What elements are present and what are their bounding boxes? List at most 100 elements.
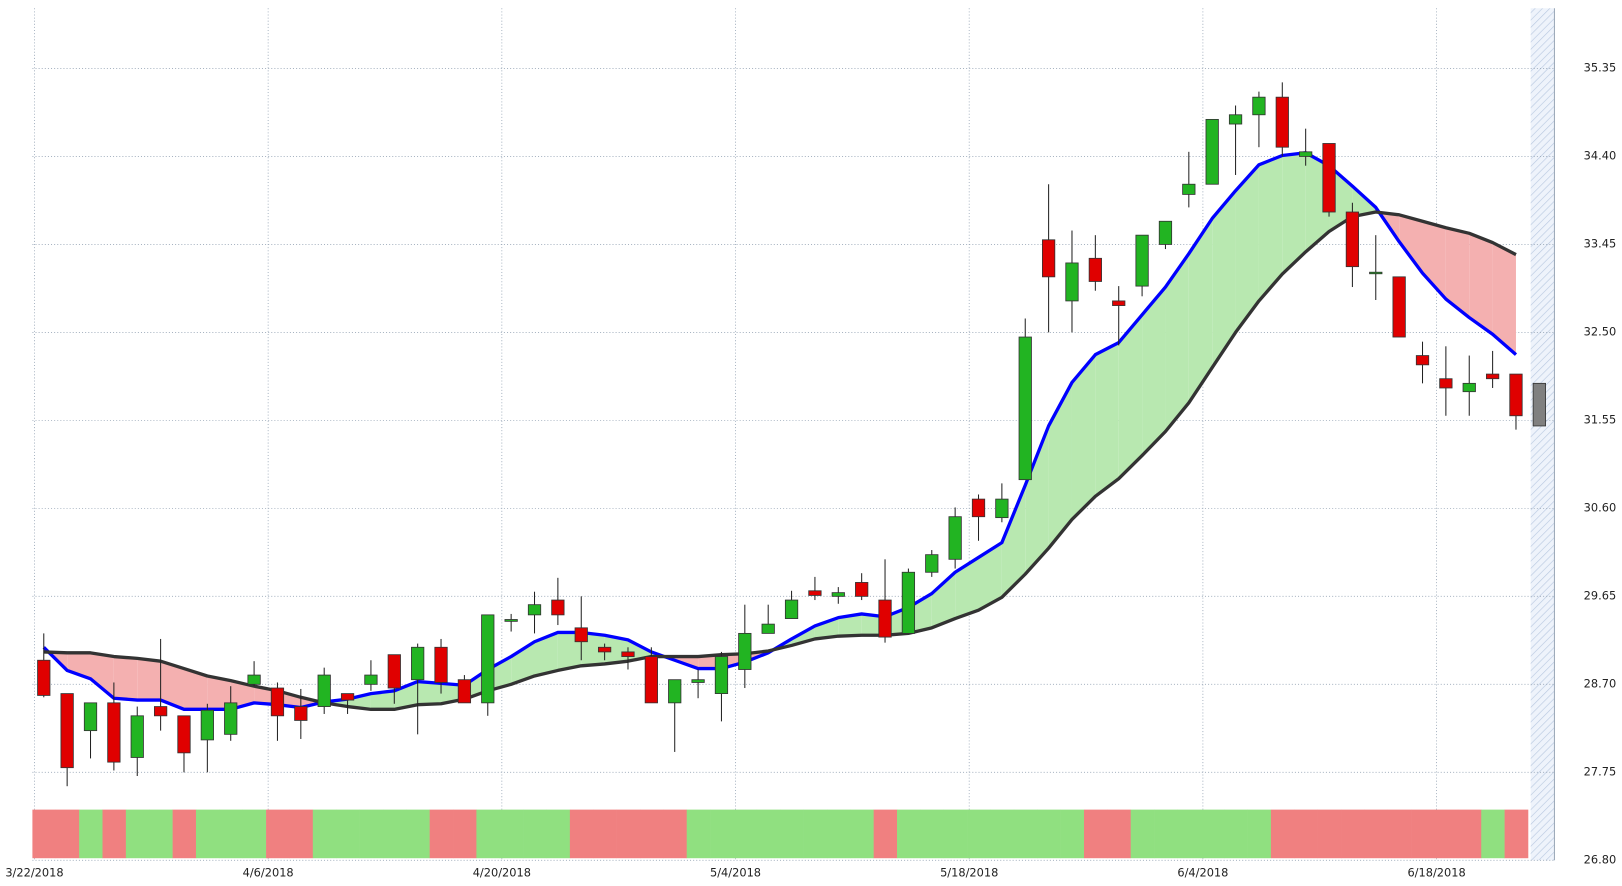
y-tick-label: 34.40 <box>1584 148 1617 162</box>
y-tick-label: 35.35 <box>1584 60 1617 74</box>
candle-body <box>1205 118 1219 185</box>
trend-band <box>1504 809 1529 859</box>
ma-fill <box>1235 164 1259 333</box>
candle-body <box>1345 211 1360 268</box>
trend-band <box>359 809 384 859</box>
trend-band <box>102 809 127 859</box>
ma-fill <box>1282 152 1306 275</box>
ma-fill <box>113 656 138 701</box>
trend-band <box>920 809 945 859</box>
ma-fill <box>931 572 956 628</box>
trend-band <box>826 809 851 859</box>
trend-band <box>149 809 173 859</box>
trend-band <box>780 809 804 859</box>
candle-body <box>270 687 285 717</box>
x-tick-label: 5/18/2018 <box>940 866 998 880</box>
candle-body <box>224 702 238 735</box>
trend-band <box>967 809 991 859</box>
candle-body <box>504 619 518 622</box>
candle-body <box>831 592 845 597</box>
candle-body <box>971 498 986 518</box>
candle-body <box>1299 151 1313 157</box>
candle-body <box>901 571 916 634</box>
trend-band <box>1154 809 1178 859</box>
trend-band <box>943 809 968 859</box>
trend-band <box>569 809 594 859</box>
trend-band <box>1177 809 1202 859</box>
candle-body <box>1485 373 1500 380</box>
ma-fill <box>1399 214 1423 274</box>
ma-fill <box>347 693 371 710</box>
ma-fill <box>511 641 535 685</box>
candle-body <box>668 679 682 704</box>
candle-body <box>411 646 425 681</box>
candle-body <box>1088 257 1102 282</box>
candle-body <box>714 656 729 695</box>
trend-band <box>1294 809 1318 859</box>
ma-fill <box>1258 155 1283 301</box>
candle-body <box>294 706 308 721</box>
x-tick-label: 4/6/2018 <box>243 866 294 880</box>
trend-band <box>663 809 688 859</box>
ma-fill <box>1095 342 1119 497</box>
ma-fill <box>978 542 1002 611</box>
y-tick-label: 29.65 <box>1584 588 1617 602</box>
ma-fill <box>1212 190 1236 368</box>
ma-fill <box>1001 485 1026 598</box>
y-tick-label: 30.60 <box>1584 500 1617 514</box>
trend-band <box>32 809 57 859</box>
trend-band <box>312 809 337 859</box>
candle-body <box>1275 96 1289 148</box>
trend-band <box>476 809 501 859</box>
candle-body <box>1392 276 1406 338</box>
ma-fill <box>1071 354 1096 520</box>
candle-body <box>434 646 448 683</box>
trend-band <box>1200 809 1225 859</box>
ma-fill <box>1352 186 1376 217</box>
trend-band <box>1387 809 1412 859</box>
trend-band <box>1457 809 1482 859</box>
candle-body <box>527 604 542 616</box>
candle-body <box>1182 183 1196 195</box>
trend-band <box>1270 809 1295 859</box>
ma-fill <box>955 557 979 619</box>
ma-fill <box>1118 314 1143 479</box>
ma-fill <box>417 681 442 705</box>
y-tick-label: 28.70 <box>1584 676 1617 690</box>
candle-body <box>107 702 121 763</box>
candle-body <box>597 646 612 653</box>
y-tick-label: 33.45 <box>1584 236 1617 250</box>
trend-band <box>546 809 571 859</box>
trend-band <box>336 809 360 859</box>
ma-fill <box>1048 382 1072 549</box>
trend-band <box>1037 809 1061 859</box>
candle-body <box>878 599 892 638</box>
ma-fill <box>814 617 839 639</box>
trend-band <box>1364 809 1389 859</box>
candle-body <box>1462 382 1476 393</box>
future-area <box>1530 8 1555 861</box>
candle-body <box>37 659 51 696</box>
candle-body <box>1415 355 1430 366</box>
x-tick-label: 4/20/2018 <box>473 866 531 880</box>
trend-band <box>1060 809 1085 859</box>
ma-fill <box>207 675 231 710</box>
trend-band <box>593 809 617 859</box>
trend-band <box>733 809 758 859</box>
candle-body <box>1439 378 1453 389</box>
ma-fill <box>838 613 862 637</box>
candle-body <box>621 651 635 657</box>
candle-body <box>1158 220 1173 245</box>
ma-fill <box>394 681 418 710</box>
trend-band <box>639 809 664 859</box>
trend-band <box>756 809 781 859</box>
trend-band <box>1130 809 1155 859</box>
candle-body <box>177 715 191 754</box>
candle-body <box>995 498 1009 519</box>
candle-body <box>83 702 98 732</box>
candle-body <box>1322 143 1336 213</box>
candle-body <box>738 632 752 670</box>
candle-body <box>1065 262 1079 302</box>
